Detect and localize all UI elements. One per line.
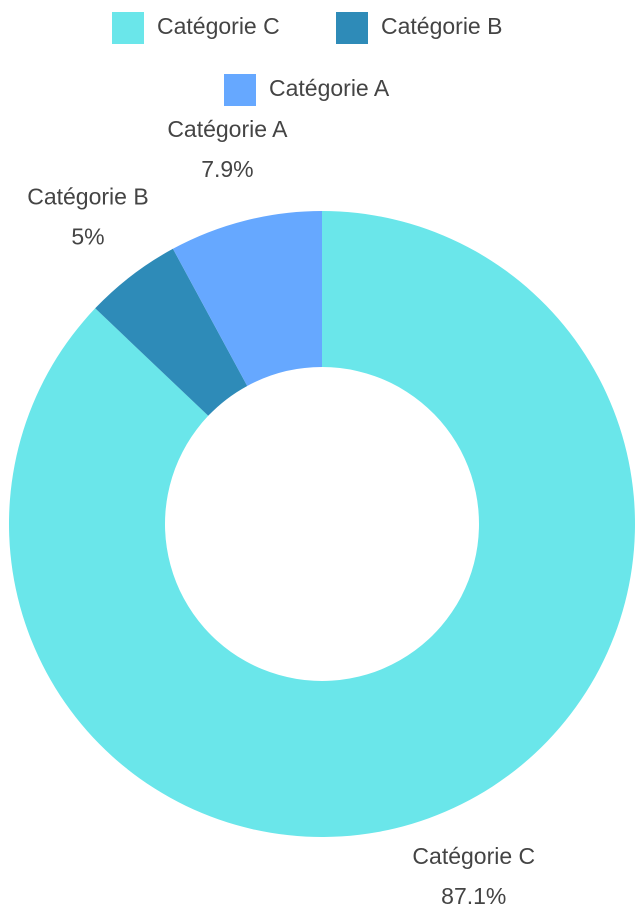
legend-label: Catégorie B (381, 13, 502, 39)
slice-name: Catégorie B (27, 183, 148, 209)
slice-value: 7.9% (201, 156, 253, 182)
slice-name: Catégorie A (167, 116, 288, 142)
slice (172, 211, 322, 386)
slice (8, 211, 635, 837)
legend-swatch (224, 74, 256, 106)
legend-swatch (112, 12, 144, 44)
legend-label: Catégorie A (269, 75, 390, 101)
slice-value: 5% (71, 223, 104, 249)
legend-label: Catégorie C (157, 13, 280, 39)
slice-value: 87.1% (441, 883, 506, 909)
slice-name: Catégorie C (412, 843, 535, 869)
slice (95, 248, 248, 416)
legend-swatch (336, 12, 368, 44)
